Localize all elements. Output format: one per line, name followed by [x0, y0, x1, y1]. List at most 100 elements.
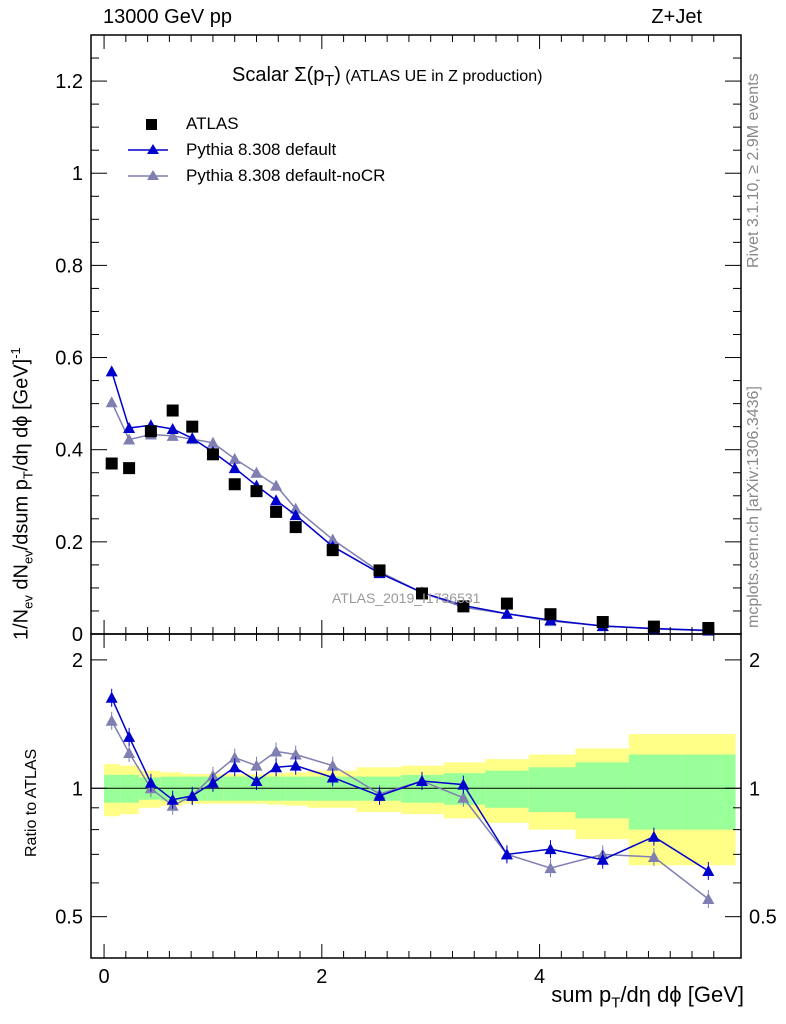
plot-title-close: ): [334, 64, 341, 86]
atlas-data-point: [415, 587, 428, 600]
main-series-point: [166, 422, 179, 434]
plot-title: Scalar Σ(pT) (ATLAS UE in Z production): [232, 64, 542, 91]
atlas-data-point: [250, 485, 263, 498]
x-axis-title-rest: /dη dϕ [GeV]: [620, 982, 744, 1007]
collision-label: 13000 GeV pp: [103, 6, 232, 28]
main-series-point: [270, 479, 283, 491]
plot-title-main: Scalar Σ(p: [232, 64, 325, 86]
ratio-y-tick-label-right: 1: [749, 778, 760, 800]
x-axis-title: sum pT/dη dϕ [GeV]: [551, 982, 744, 1011]
main-series-point: [289, 509, 302, 521]
main-y-tick-label: 0.4: [55, 440, 83, 462]
x-tick-label: 0: [99, 966, 110, 988]
main-y-tick-label: 0.8: [55, 255, 83, 277]
ratio-series-point: [166, 793, 179, 805]
ratio-series-point: [105, 691, 118, 703]
ratio-series-point: [123, 746, 136, 758]
atlas-data-point: [206, 448, 219, 461]
atlas-data-point: [373, 564, 386, 577]
atlas-data-point: [647, 620, 660, 633]
legend-item-atlas: ATLAS: [120, 112, 450, 136]
legend-triangle-marker-gray: [128, 170, 168, 180]
main-series-point: [289, 502, 302, 514]
ratio-series-point: [186, 789, 199, 801]
main-series-point: [186, 432, 199, 444]
ratio-series-point: [326, 771, 339, 783]
x-axis-title-main: sum p: [551, 982, 612, 1007]
legend-item-pythia-nocr: Pythia 8.308 default-noCR: [120, 164, 450, 188]
legend-label-atlas: ATLAS: [186, 114, 239, 133]
main-y-tick-label: 1: [72, 163, 83, 185]
legend-triangle-marker-blue: [128, 144, 168, 154]
atlas-data-point: [270, 505, 283, 518]
x-tick-label: 2: [316, 966, 327, 988]
ratio-series-point: [206, 776, 219, 788]
ratio-series-point: [144, 776, 157, 788]
ratio-band-inner: [528, 767, 576, 812]
atlas-data-point: [544, 608, 557, 621]
main-series-point: [105, 365, 118, 377]
main-series-point: [326, 533, 339, 545]
ratio-series-point: [596, 853, 609, 865]
ratio-frame: [90, 633, 742, 959]
x-tick-label: 4: [534, 966, 545, 988]
plot-title-sub: T: [324, 73, 335, 90]
ratio-series-point: [702, 864, 715, 876]
ratio-band-inner: [104, 774, 121, 803]
ratio-y-tick-label-right: 2: [749, 650, 760, 672]
process-label: Z+Jet: [651, 6, 702, 28]
main-series-point: [250, 466, 263, 478]
main-series-point: [123, 433, 136, 445]
legend-item-pythia-default: Pythia 8.308 default: [120, 138, 450, 162]
ratio-series-point: [373, 789, 386, 801]
main-series-point: [206, 436, 219, 448]
plot-title-rest: (ATLAS UE in Z production): [340, 68, 543, 85]
atlas-data-point: [186, 420, 199, 433]
ratio-series-point: [289, 759, 302, 771]
ratio-y-tick-label-left: 2: [72, 650, 83, 672]
legend-label-pythia-default: Pythia 8.308 default: [186, 140, 337, 159]
main-series-point: [270, 494, 283, 506]
mcplots-label: mcplots.cern.ch [arXiv:1306.3436]: [745, 386, 762, 628]
main-series-point: [228, 452, 241, 464]
atlas-data-point: [105, 457, 118, 470]
ratio-series-point: [457, 791, 470, 803]
atlas-data-point: [596, 616, 609, 629]
ratio-series-point: [105, 714, 118, 726]
atlas-data-point: [228, 478, 241, 491]
ratio-series-point: [415, 775, 428, 787]
atlas-data-point: [144, 425, 157, 438]
main-y-tick-label: 0.6: [55, 348, 83, 370]
ratio-y-tick-label-right: 0.5: [749, 907, 777, 929]
main-series-point: [228, 462, 241, 474]
ratio-series-point: [228, 761, 241, 773]
atlas-data-point: [457, 600, 470, 613]
ratio-series-point: [250, 759, 263, 771]
atlas-data-point: [289, 521, 302, 534]
ratio-series-point: [647, 851, 660, 863]
ratio-y-tick-label-left: 1: [72, 778, 83, 800]
ratio-y-tick-label-left: 0.5: [55, 907, 83, 929]
ratio-band-inner: [575, 762, 629, 819]
ratio-band-inner: [628, 754, 682, 830]
atlas-data-point: [166, 404, 179, 417]
ratio-series-point: [457, 778, 470, 790]
ratio-series-point: [289, 748, 302, 760]
legend-label-pythia-nocr: Pythia 8.308 default-noCR: [186, 166, 386, 185]
ratio-band-inner: [485, 770, 529, 808]
ratio-series-point: [702, 893, 715, 905]
ratio-series-point: [500, 848, 513, 860]
ratio-band-inner: [681, 754, 736, 830]
main-series-point: [123, 422, 136, 434]
atlas-data-point: [123, 462, 136, 475]
main-y-tick-label: 0: [72, 624, 83, 646]
ratio-axis-title: Ratio to ATLAS: [23, 748, 40, 857]
main-series-point: [500, 607, 513, 619]
ratio-panel: [90, 633, 742, 959]
x-axis-title-sub: T: [611, 994, 621, 1012]
y-axis-title-n: 1/N: [10, 608, 33, 640]
ratio-series-point: [270, 745, 283, 757]
atlas-data-point: [326, 544, 339, 557]
main-series-point: [105, 396, 118, 408]
ratio-series-point: [544, 862, 557, 874]
